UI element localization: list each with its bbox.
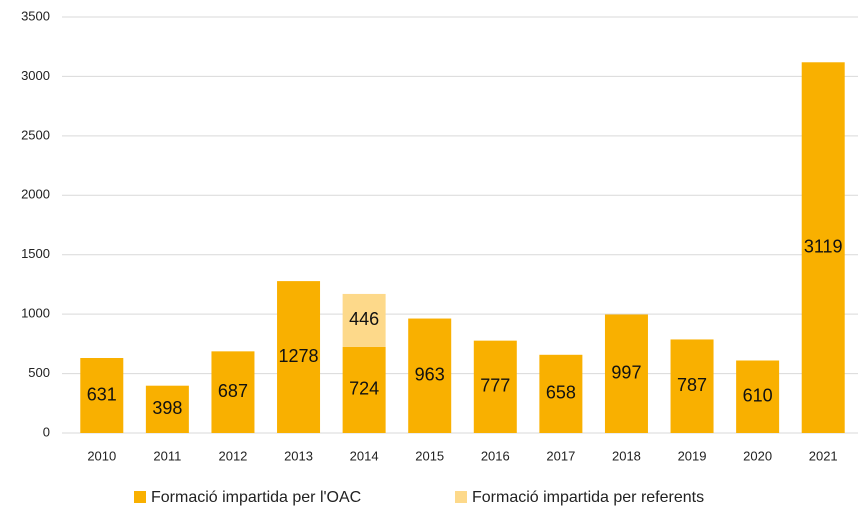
data-label: 787 [677,375,707,395]
bar-segment [211,351,255,433]
bar-segment [604,314,648,433]
data-label: 610 [743,385,773,405]
x-tick-label: 2016 [481,448,510,463]
y-tick-label: 2000 [21,187,50,202]
data-label: 963 [415,365,445,385]
bar-segment [408,318,452,433]
data-label: 398 [152,398,182,418]
y-tick-label: 0 [43,424,50,439]
y-tick-label: 1000 [21,306,50,321]
bar-segment [801,62,845,433]
x-tick-label: 2014 [350,448,379,463]
x-tick-label: 2017 [546,448,575,463]
bar-segment [277,281,321,433]
data-label: 446 [349,309,379,329]
bar-segment [736,360,780,433]
y-tick-label: 3500 [21,8,50,23]
x-tick-label: 2020 [743,448,772,463]
legend-swatch [134,491,146,503]
legend-label: Formació impartida per l'OAC [151,489,361,506]
y-tick-label: 2500 [21,127,50,142]
x-tick-label: 2013 [284,448,313,463]
data-label: 724 [349,379,379,399]
x-tick-label: 2015 [415,448,444,463]
x-tick-label: 2010 [87,448,116,463]
bar-segment [342,346,386,433]
x-tick-label: 2021 [809,448,838,463]
legend-swatch [455,491,467,503]
y-tick-label: 500 [28,365,50,380]
data-label: 658 [546,383,576,403]
bar-segment [342,293,386,347]
data-label: 3119 [804,236,843,256]
bar-segment [670,339,714,433]
legend-label: Formació impartida per referents [472,489,704,506]
data-label: 1278 [279,346,319,366]
bar-segment [473,340,517,433]
data-label: 687 [218,381,248,401]
y-tick-label: 3000 [21,68,50,83]
x-tick-label: 2018 [612,448,641,463]
bar-segment [80,358,124,433]
data-label: 997 [611,362,641,382]
data-label: 777 [480,376,510,396]
x-tick-label: 2011 [153,448,181,463]
x-tick-label: 2012 [218,448,247,463]
x-tick-label: 2019 [678,448,707,463]
bar-segment [539,354,583,433]
data-label: 631 [87,384,117,404]
y-tick-label: 1500 [21,246,50,261]
bar-segment [145,385,189,433]
